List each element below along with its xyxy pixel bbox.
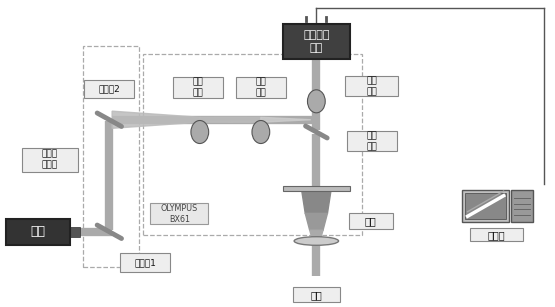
Text: 光路抬
高系统: 光路抬 高系统 [42,150,58,170]
Text: 计算机: 计算机 [488,230,506,240]
Ellipse shape [294,237,339,245]
FancyBboxPatch shape [236,77,286,98]
FancyBboxPatch shape [6,219,70,245]
FancyBboxPatch shape [512,190,533,222]
Polygon shape [112,111,200,128]
FancyBboxPatch shape [293,287,340,302]
Text: 反射镜2: 反射镜2 [98,84,120,94]
FancyBboxPatch shape [347,131,397,151]
FancyBboxPatch shape [321,24,334,29]
Ellipse shape [252,120,270,143]
FancyBboxPatch shape [120,253,170,272]
FancyBboxPatch shape [299,24,312,29]
FancyBboxPatch shape [84,80,134,98]
Ellipse shape [307,90,325,113]
FancyBboxPatch shape [70,227,80,237]
Polygon shape [310,230,323,238]
Polygon shape [200,117,261,122]
Text: 标本: 标本 [310,290,322,300]
FancyBboxPatch shape [150,203,208,224]
FancyBboxPatch shape [471,228,523,241]
Text: 反射镜1: 反射镜1 [134,258,157,267]
FancyBboxPatch shape [173,77,223,98]
Text: 物镜: 物镜 [365,216,377,226]
Ellipse shape [191,120,209,143]
Text: 扫描
透镜: 扫描 透镜 [193,77,204,98]
FancyBboxPatch shape [22,148,78,172]
Text: 二向
色镜: 二向 色镜 [366,131,377,151]
FancyBboxPatch shape [283,24,350,59]
Text: 镜筒
透镜: 镜筒 透镜 [255,77,266,98]
Polygon shape [302,192,331,213]
Polygon shape [305,213,327,230]
FancyBboxPatch shape [283,186,350,191]
Text: 短波红外
相机: 短波红外 相机 [303,30,330,52]
Polygon shape [261,117,311,122]
FancyBboxPatch shape [349,213,393,229]
Text: OLYMPUS
BX61: OLYMPUS BX61 [160,204,198,224]
FancyBboxPatch shape [462,190,509,222]
FancyBboxPatch shape [465,193,507,219]
Text: 成像
透镜: 成像 透镜 [366,76,377,96]
Text: 光源: 光源 [30,225,46,238]
FancyBboxPatch shape [345,76,398,96]
Polygon shape [314,238,319,241]
